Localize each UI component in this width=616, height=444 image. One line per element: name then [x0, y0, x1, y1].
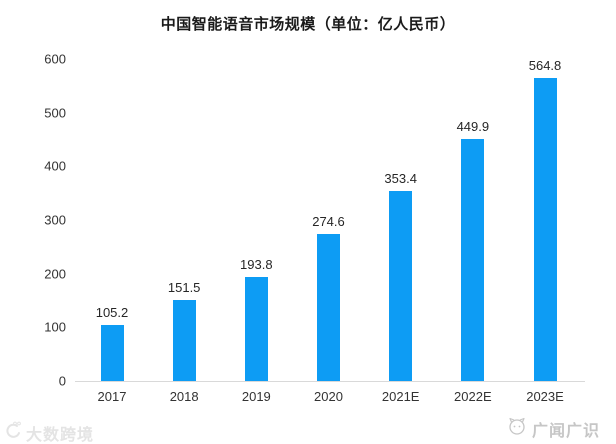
watermark-bottom-left: 大数跨境 [3, 420, 94, 444]
bar [244, 276, 268, 381]
bar [172, 299, 196, 381]
x-axis-line [75, 381, 585, 382]
y-axis-tick-label: 600 [44, 51, 66, 67]
y-axis-tick-label: 0 [58, 373, 66, 389]
bar [317, 233, 340, 381]
watermark-face-icon [507, 416, 527, 441]
bar-value-label: 353.4 [384, 171, 417, 187]
chart-title: 中国智能语音市场规模（单位：亿人民币） [160, 16, 456, 33]
x-axis-tick-label: 2018 [169, 389, 199, 404]
watermark-logo-icon [3, 420, 23, 444]
bar-value-label: 274.6 [312, 213, 345, 229]
bar-value-label: 449.9 [456, 119, 490, 135]
bar-value-label: 105.2 [95, 304, 129, 320]
y-axis-tick-label: 300 [44, 212, 66, 228]
x-axis-tick-label: 2019 [241, 389, 271, 404]
y-axis-tick-label: 100 [44, 319, 66, 335]
x-axis-tick-label: 2023E [526, 389, 564, 404]
y-axis-tick-label: 400 [44, 158, 66, 174]
y-axis-tick-label: 200 [44, 266, 66, 282]
bar [533, 77, 557, 381]
y-axis-tick-label: 500 [44, 105, 66, 120]
x-axis-tick-label: 2021E [381, 389, 420, 404]
watermark-bottom-right: 广闻广识 [507, 416, 600, 441]
watermark-left-label: 大数跨境 [26, 426, 95, 444]
bar-value-label: 564.8 [528, 57, 562, 73]
bar-value-label: 193.8 [240, 256, 273, 272]
x-axis-tick-label: 2017 [97, 389, 127, 404]
x-axis-tick-label: 2022E [454, 389, 492, 404]
x-axis-tick-label: 2020 [314, 389, 343, 404]
bar-value-label: 151.5 [167, 279, 201, 295]
bar [100, 324, 124, 381]
bar [389, 191, 413, 381]
watermark-right-label: 广闻广识 [531, 422, 600, 440]
bar [461, 139, 485, 381]
